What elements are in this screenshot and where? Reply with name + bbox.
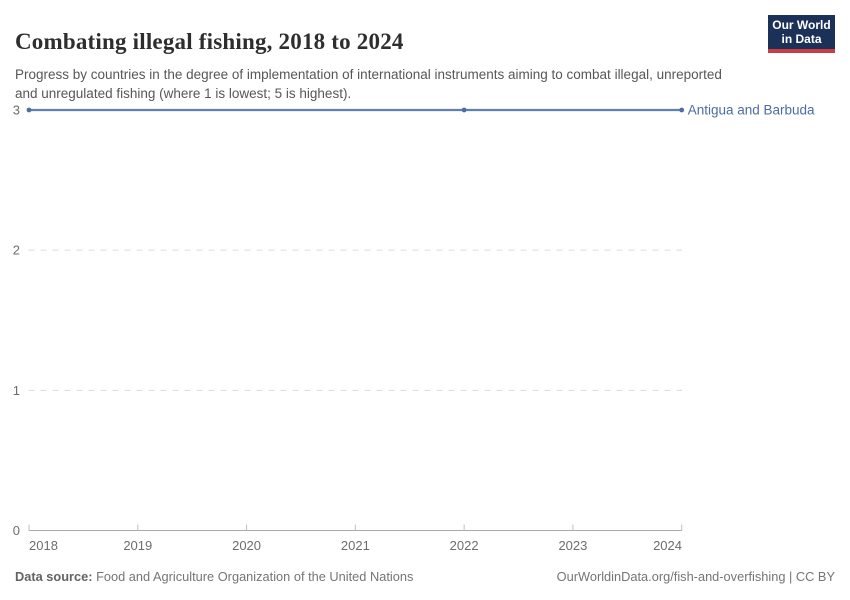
x-tick-label-2024: 2024	[653, 538, 682, 553]
owid-logo[interactable]: Our World in Data	[768, 15, 835, 53]
data-point-2024[interactable]	[679, 107, 685, 113]
x-tick-label-2021: 2021	[341, 538, 370, 553]
data-point-2018[interactable]	[26, 107, 32, 113]
y-tick-label-0: 0	[13, 523, 20, 538]
x-tick-label-2022: 2022	[450, 538, 479, 553]
owid-cc-link[interactable]: OurWorldinData.org/fish-and-overfishing …	[556, 569, 835, 584]
data-point-2022[interactable]	[461, 107, 467, 113]
owid-logo-line1: Our World	[772, 18, 831, 32]
chart-footer: Data source: Food and Agriculture Organi…	[15, 569, 835, 584]
data-source-label: Data source:	[15, 569, 93, 584]
y-tick-label-3: 3	[13, 103, 20, 118]
data-source-value: Food and Agriculture Organization of the…	[92, 569, 414, 584]
x-tick-label-2019: 2019	[123, 538, 152, 553]
data-source: Data source: Food and Agriculture Organi…	[15, 569, 413, 584]
x-tick-label-2018: 2018	[29, 538, 58, 553]
chart-subtitle: Progress by countries in the degree of i…	[15, 66, 722, 101]
y-tick-label-2: 2	[13, 243, 20, 258]
chart-title: Combating illegal fishing, 2018 to 2024	[15, 29, 404, 55]
owid-logo-text: Our World in Data	[768, 15, 835, 49]
y-tick-label-1: 1	[13, 383, 20, 398]
x-tick-label-2023: 2023	[558, 538, 587, 553]
entity-label[interactable]: Antigua and Barbuda	[688, 103, 815, 118]
owid-logo-line2: in Data	[781, 32, 822, 46]
owid-logo-red-strip	[768, 49, 835, 53]
x-tick-label-2020: 2020	[232, 538, 261, 553]
